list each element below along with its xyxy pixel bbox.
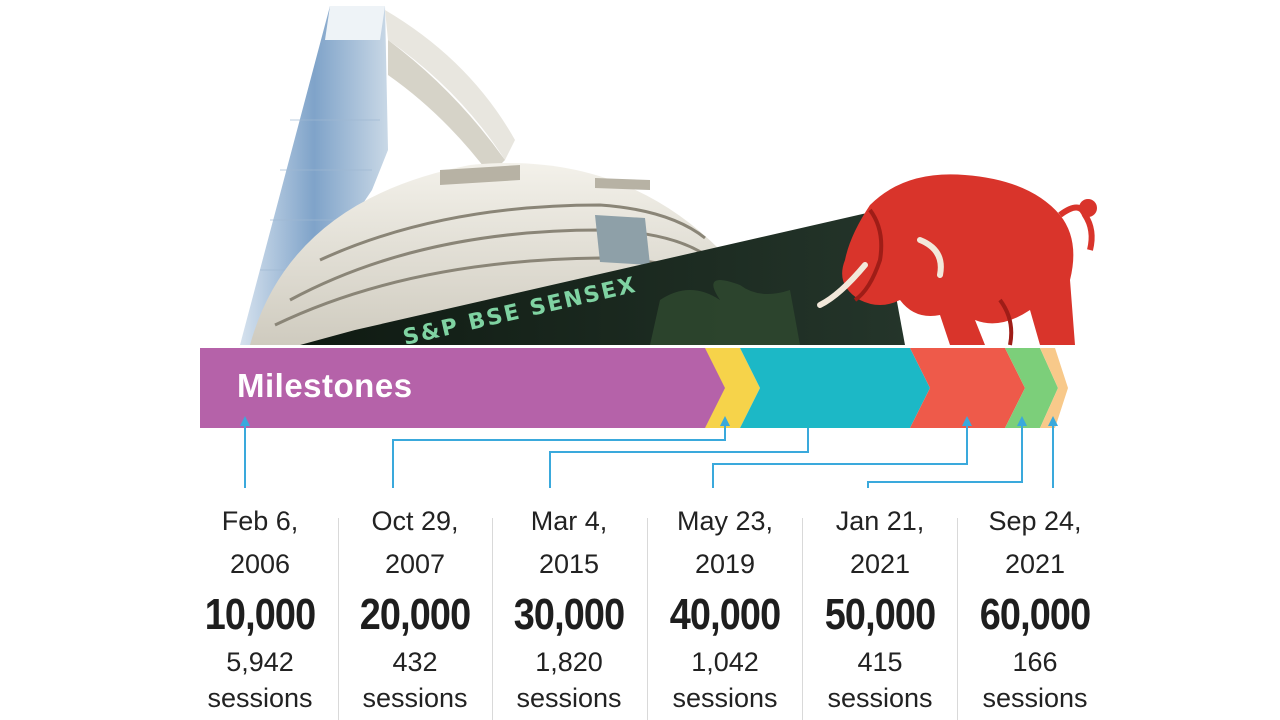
sessions-label: sessions <box>516 683 622 713</box>
bull-illustration <box>817 174 1097 346</box>
year-line: 2019 <box>694 549 756 579</box>
milestone-date: Oct 29, 2007 <box>340 500 490 586</box>
sessions-count: 5,942 <box>226 647 294 677</box>
date-line: May 23, <box>676 506 774 536</box>
milestone-20000: Oct 29, 2007 20,000 432 sessions <box>340 500 490 716</box>
milestone-date: Mar 4, 2015 <box>494 500 644 586</box>
column-divider <box>647 518 648 720</box>
milestone-50000: Jan 21, 2021 50,000 415 sessions <box>805 500 955 716</box>
index-level: 10,000 <box>204 590 316 639</box>
sessions-label: sessions <box>827 683 933 713</box>
sessions-info: 1,820 sessions <box>494 644 644 716</box>
date-line: Mar 4, <box>530 506 608 536</box>
sessions-info: 5,942 sessions <box>185 644 335 716</box>
year-line: 2021 <box>1004 549 1066 579</box>
sessions-label: sessions <box>207 683 313 713</box>
milestone-date: Feb 6, 2006 <box>185 500 335 586</box>
sessions-count: 166 <box>1012 647 1058 677</box>
date-line: Jan 21, <box>835 506 925 536</box>
milestone-connectors <box>244 420 1054 488</box>
connector-2 <box>392 420 726 488</box>
index-level: 50,000 <box>824 590 936 639</box>
index-level: 30,000 <box>513 590 625 639</box>
connector-3 <box>549 428 809 488</box>
sessions-label: sessions <box>362 683 468 713</box>
index-level: 20,000 <box>359 590 471 639</box>
sessions-count: 415 <box>857 647 903 677</box>
bse-tower <box>240 6 515 345</box>
sessions-count: 1,042 <box>691 647 759 677</box>
milestone-40000: May 23, 2019 40,000 1,042 sessions <box>650 500 800 716</box>
milestone-30000: Mar 4, 2015 30,000 1,820 sessions <box>494 500 644 716</box>
sessions-label: sessions <box>672 683 778 713</box>
column-divider <box>492 518 493 720</box>
date-line: Sep 24, <box>988 506 1082 536</box>
index-level: 40,000 <box>669 590 781 639</box>
column-divider <box>957 518 958 720</box>
year-line: 2007 <box>384 549 446 579</box>
sessions-info: 166 sessions <box>960 644 1110 716</box>
milestone-10000: Feb 6, 2006 10,000 5,942 sessions <box>185 500 335 716</box>
milestone-60000: Sep 24, 2021 60,000 166 sessions <box>960 500 1110 716</box>
sessions-count: 432 <box>392 647 438 677</box>
date-line: Feb 6, <box>221 506 299 536</box>
year-line: 2021 <box>849 549 911 579</box>
connector-5 <box>867 420 1023 488</box>
date-line: Oct 29, <box>371 506 459 536</box>
milestones-title: Milestones <box>237 367 413 404</box>
milestones-band <box>200 348 1068 428</box>
milestone-date: Sep 24, 2021 <box>960 500 1110 586</box>
milestone-date: Jan 21, 2021 <box>805 500 955 586</box>
sessions-info: 415 sessions <box>805 644 955 716</box>
sessions-count: 1,820 <box>535 647 603 677</box>
sessions-label: sessions <box>982 683 1088 713</box>
index-level: 60,000 <box>979 590 1091 639</box>
milestone-date: May 23, 2019 <box>650 500 800 586</box>
connector-4 <box>712 420 968 488</box>
year-line: 2006 <box>229 549 291 579</box>
column-divider <box>802 518 803 720</box>
sessions-info: 1,042 sessions <box>650 644 800 716</box>
column-divider <box>338 518 339 720</box>
sessions-info: 432 sessions <box>340 644 490 716</box>
year-line: 2015 <box>538 549 600 579</box>
connector-arrows <box>240 416 1058 426</box>
